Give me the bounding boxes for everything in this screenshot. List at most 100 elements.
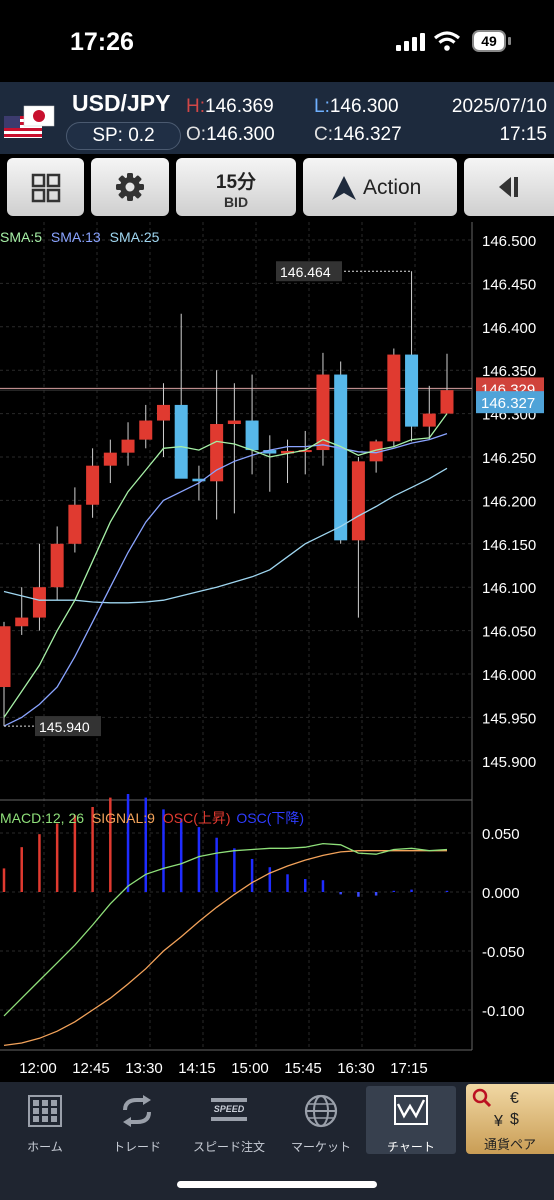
candlestick-series [0, 271, 454, 726]
high-marker-label: 146.464 [280, 264, 331, 280]
layout-grid-button[interactable] [7, 158, 84, 216]
spread-badge: SP: 0.2 [66, 122, 181, 150]
candle-up [139, 421, 152, 440]
action-label: Action [363, 176, 421, 200]
collapse-left-icon [497, 175, 521, 199]
tab-label: 通貨ペア [466, 1134, 554, 1153]
sma25-label: SMA:25 [110, 229, 160, 245]
status-bar: 17:26 49 [0, 0, 554, 82]
price-axis: 12:00 12:45 13:30 14:15 15:00 15:45 16:30 17:15… [4, 233, 544, 1077]
chart-grid [0, 222, 472, 1050]
tab-speed-order[interactable]: SPEED スピード注文 [184, 1086, 274, 1154]
sma5-label: SMA:5 [0, 229, 42, 245]
candle-up [352, 461, 365, 540]
time-tick-label: 17:15 [390, 1060, 428, 1077]
price-tick-label: 145.900 [482, 754, 536, 771]
tab-label: チャート [366, 1138, 456, 1155]
sma-legend: SMA:5 SMA:13 SMA:25 [0, 229, 159, 245]
low-price: L:146.300 [314, 96, 399, 118]
tab-label: トレード [92, 1138, 182, 1155]
tab-chart[interactable]: チャート [366, 1086, 456, 1154]
settings-button[interactable] [91, 158, 169, 216]
osc-down-label: OSC(下降) [236, 810, 304, 826]
time-tick-label: 12:45 [72, 1060, 110, 1077]
candle-down [246, 421, 259, 451]
tab-label: マーケット [276, 1138, 366, 1155]
globe-icon [303, 1094, 339, 1128]
candle-up [33, 587, 46, 617]
battery-tip [508, 37, 511, 45]
low-marker-label: 145.940 [39, 719, 90, 735]
candle-up [122, 440, 135, 453]
tab-currency-pair[interactable]: € ¥ $ 通貨ペア [466, 1084, 554, 1154]
time-tick-label: 12:00 [19, 1060, 57, 1077]
candle-up [316, 375, 329, 451]
bid-price-badge: 146.327 [481, 395, 535, 412]
macd-tick-label: -0.050 [482, 944, 525, 961]
price-tick-label: 146.200 [482, 493, 536, 510]
timeframe-button[interactable]: 15分 BID [176, 158, 296, 216]
candle-down [405, 355, 418, 427]
currency-pair-icon: € ¥ $ [470, 1086, 550, 1130]
time-tick-label: 14:15 [178, 1060, 216, 1077]
macd-tick-label: -0.100 [482, 1003, 525, 1020]
price-tick-label: 146.050 [482, 624, 536, 641]
candle-up [441, 390, 454, 413]
close-price: C:146.327 [314, 124, 402, 146]
price-tick-label: 145.950 [482, 710, 536, 727]
macd-line [4, 844, 447, 1016]
collapse-panel-button[interactable] [464, 158, 554, 216]
home-indicator [177, 1181, 377, 1188]
signal-icon [396, 33, 426, 51]
open-price: O:146.300 [186, 124, 275, 146]
svg-text:SPEED: SPEED [214, 1104, 245, 1114]
status-time: 17:26 [70, 28, 134, 57]
macd-legend: MACD:12, 26 SIGNAL:9 OSC(上昇) OSC(下降) [0, 808, 304, 828]
chart-canvas[interactable]: 12:00 12:45 13:30 14:15 15:00 15:45 16:30 17:15… [0, 222, 554, 1082]
candle-up [0, 626, 11, 687]
usd-jpy-flag-icon [4, 104, 56, 140]
currency-pair-title[interactable]: USD/JPY [72, 90, 170, 117]
osc-up-label: OSC(上昇) [163, 810, 231, 826]
battery-level: 49 [474, 32, 504, 50]
time-tick-label: 15:00 [231, 1060, 269, 1077]
grid-icon [31, 173, 61, 203]
price-tick-label: 146.150 [482, 537, 536, 554]
time-tick-label: 13:30 [125, 1060, 163, 1077]
tab-label: ホーム [0, 1138, 90, 1155]
price-chart[interactable]: 12:00 12:45 13:30 14:15 15:00 15:45 16:30 17:15… [0, 222, 554, 1082]
price-tick-label: 146.400 [482, 320, 536, 337]
action-logo-icon [331, 175, 357, 201]
trade-arrows-icon [119, 1094, 155, 1128]
price-tick-label: 146.250 [482, 450, 536, 467]
quote-header: USD/JPY SP: 0.2 H:146.369 O:146.300 L:14… [0, 82, 554, 154]
sma13-line [4, 434, 447, 726]
candle-up [104, 453, 117, 466]
tab-market[interactable]: マーケット [276, 1086, 366, 1154]
price-tick-label: 146.450 [482, 276, 536, 293]
tab-trade[interactable]: トレード [92, 1086, 182, 1154]
wifi-icon [434, 31, 460, 51]
macd-panel [4, 794, 447, 1045]
quote-date: 2025/07/10 [452, 96, 547, 118]
action-button[interactable]: Action [303, 158, 457, 216]
timeframe-label: 15分 [176, 167, 296, 194]
chart-icon [393, 1094, 429, 1128]
sma13-label: SMA:13 [51, 229, 101, 245]
price-type-label: BID [176, 194, 296, 210]
candle-down [334, 375, 347, 541]
candle-down [175, 405, 188, 479]
price-tick-label: 146.100 [482, 580, 536, 597]
macd-tick-label: 0.050 [482, 826, 520, 843]
candle-up [387, 355, 400, 442]
macd-label: MACD:12, 26 [0, 810, 84, 826]
battery-icon: 49 [472, 30, 506, 52]
price-tick-label: 146.000 [482, 667, 536, 684]
time-tick-label: 16:30 [337, 1060, 375, 1077]
speed-icon: SPEED [211, 1094, 247, 1128]
tab-home[interactable]: ホーム [0, 1086, 90, 1154]
candle-up [68, 505, 81, 544]
candle-up [157, 405, 170, 421]
candle-up [228, 421, 241, 424]
chart-toolbar: 15分 BID Action [0, 154, 554, 222]
